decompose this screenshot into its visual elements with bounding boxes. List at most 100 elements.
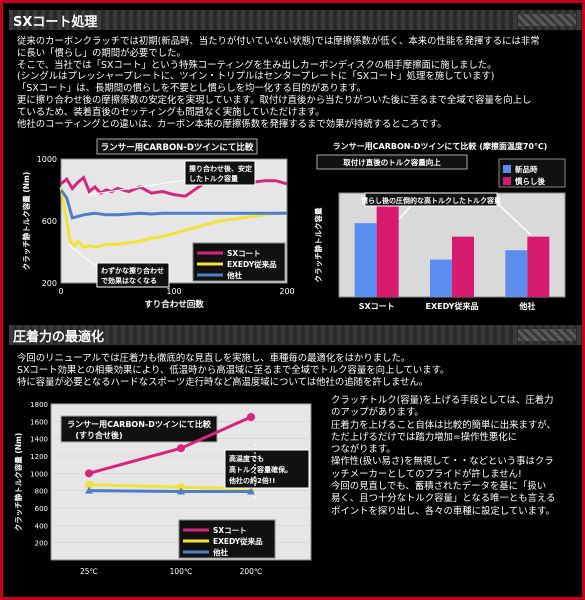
header-decoration: [518, 329, 576, 341]
legend-label: 新品時: [515, 164, 538, 174]
chart-subtitle: 取付け直後のトルク容量向上: [343, 157, 441, 167]
annotation-arrow: [398, 205, 412, 220]
legend-label: EXEDY従来品: [227, 259, 277, 269]
legend-label: 他社: [212, 547, 228, 557]
annotation-text: 慣らし後の圧倒的な高トルクしたトルク容量: [360, 196, 501, 205]
annotation-box: [184, 160, 256, 186]
text-line: 従来のカーボンクラッチでは初期(新品時、当たりが付いていない状態)では摩擦係数が…: [17, 36, 540, 47]
annotation-box: [224, 449, 310, 489]
text-line: ポイントを探り出し、各々の車種に設定しています。: [331, 505, 555, 517]
annotation-text: 高温度でも: [229, 454, 264, 463]
y-tick-label: 400: [35, 522, 48, 530]
x-tick-label: 25℃: [80, 567, 98, 576]
legend-swatch: [503, 177, 511, 185]
text-line: のアップがあります。: [331, 407, 424, 419]
y-tick-label: 1400: [30, 436, 48, 444]
section-header-clamp-force: 圧着力の最適化: [9, 325, 582, 345]
chart-title-box: [96, 138, 258, 155]
text-line: ただ上げるだけでは踏力増加=操作性悪化に: [331, 431, 517, 443]
text-line: 特に容量が必要となるハードなスポーツ走行時など高温度域については他社の追随を許し…: [17, 376, 429, 388]
annotation-box: [96, 262, 170, 288]
legend-label: 他社: [226, 270, 242, 280]
y-tick-label: 200: [42, 279, 57, 288]
legend-label: SXコート: [227, 249, 261, 258]
series-line: [59, 189, 287, 220]
text-line: 圧着力を上げること自体は比較的簡単に出来ますが、: [331, 419, 556, 431]
chart-title: ランサー用CARBON-Dツインにて比較: [101, 142, 254, 153]
text-line: に長い「慣らし」の期間が必要でした。: [17, 47, 186, 59]
y-tick-label: 800: [35, 488, 48, 496]
text-line: 他社のコーティングとの違いは、カーボン本来の摩擦係数を発揮するまで効果が持続する…: [17, 118, 447, 130]
text-line: 操作性(扱い易さ)を無視して・・などという事はクラ: [331, 456, 554, 468]
x-axis-label: すり合わせ回数: [144, 299, 204, 310]
bar-chart-svg: ランサー用CARBON-Dツインにて比較 (摩擦面温度70℃) 取付け直後のトルク…: [313, 141, 566, 311]
bar: [430, 259, 452, 297]
legend-label: SXコート: [213, 526, 247, 535]
annotation-text: 高トルク容量確保。: [229, 465, 292, 474]
y-tick-label: 600: [35, 505, 48, 513]
text-line: クラッチトルク(容量)を上げる手段としては、圧着力: [331, 395, 554, 406]
x-tick-label: SXコート: [359, 302, 395, 311]
annotation-text: 擦り合わせ後、安定: [189, 164, 252, 173]
legend-swatch: [503, 165, 511, 173]
text-line: そこで、当社では「SXコート」という特殊コーティングを生み出しカーボンディスクの…: [17, 59, 497, 71]
y-axis-label: クラッチ静トルク容量 (Nm): [21, 172, 31, 271]
annotation-text: で効果はなくなる: [101, 276, 157, 285]
text-line: 更に擦り合わせ後の摩擦係数の安定化を実現しています。取付け直後から当たりがついた…: [17, 94, 532, 106]
text-line: 「SXコート」は、長期間の慣らしを不要とし慣らしを均一化する目的があります。: [17, 83, 366, 95]
x-tick-label: 100: [166, 287, 181, 296]
series-line: [59, 186, 287, 250]
data-point: [247, 413, 255, 421]
y-tick-label: 200: [35, 540, 48, 548]
chart-torque-vs-temp: 200 400 600 800 1000 1200 1400 1600 1800 クラッチ静トルク…: [11, 400, 316, 590]
y-tick-label: 600: [42, 217, 57, 226]
chart-subtitle: (すり合せ後): [75, 430, 122, 440]
temp-chart-svg: 200 400 600 800 1000 1200 1400 1600 1800 クラッチ静トルク…: [13, 401, 312, 576]
x-tick-label: 200℃: [240, 567, 263, 576]
section-title: 圧着力の最適化: [13, 330, 105, 345]
clamp-force-side-text: クラッチトルク(容量)を上げる手段としては、圧着力 のアップがあります。 圧着力を上…: [331, 395, 556, 518]
y-axis-label: クラッチ静トルク容量 (Nm): [13, 433, 23, 532]
annotation-text: 他社の約2倍!!: [228, 476, 275, 485]
data-point: [85, 481, 93, 489]
line-chart-svg: ランサー用CARBON-Dツインにて比較 200 600 1000 0 100 200 すり合…: [21, 138, 295, 310]
text-line: SXコート効果との相乗効果により、低温時から高温域に至るまで全域でトルク容量を向…: [17, 364, 450, 376]
annotation-arrow: [496, 202, 532, 236]
series-line: [88, 489, 251, 494]
x-tick-label: 200: [279, 287, 294, 296]
annotation-box: [364, 192, 498, 207]
annotation-text: わずかな擦り合わせ: [101, 266, 164, 275]
data-point: [85, 469, 93, 478]
chart-title: ランサー用CARBON-Dツインにて比較: [67, 419, 212, 429]
x-tick-label: 100℃: [170, 567, 193, 576]
y-axis-label: クラッチ静トルク容量: [313, 207, 323, 282]
data-point: [177, 487, 185, 495]
annotation-text: したトルク容量: [189, 174, 238, 183]
y-tick-label: 1000: [37, 155, 57, 164]
y-tick-label: 1000: [30, 470, 48, 478]
subtitle-box: [316, 154, 468, 170]
text-line: ッチメーカーとしてのプライドが許しません!: [331, 468, 522, 480]
y-tick-label: 1800: [30, 401, 48, 409]
y-tick-label: 1200: [30, 453, 48, 461]
chart-title: ランサー用CARBON-Dツインにて比較 (摩擦面温度70℃): [333, 141, 548, 151]
bar: [354, 223, 377, 297]
annotation-arrow: [86, 179, 186, 196]
chart-torque-bar: ランサー用CARBON-Dツインにて比較 (摩擦面温度70℃) 取付け直後のトルク…: [303, 135, 578, 313]
data-point: [85, 486, 93, 494]
data-point: [177, 444, 185, 453]
section-title: SXコート処理: [13, 15, 98, 30]
bar: [505, 250, 528, 297]
bar: [376, 203, 399, 297]
text-line: ているため、装着直後のセッティングも問題なく実施していただけます。: [17, 106, 325, 118]
text-line: つながります。: [331, 444, 396, 456]
x-tick-label: 0: [58, 287, 63, 296]
legend-label: EXEDY従来品: [213, 536, 263, 546]
x-tick-label: 他社: [518, 301, 535, 311]
section-header-sx-coat: SXコート処理: [9, 10, 582, 30]
bar: [452, 236, 474, 297]
text-line: 今回のリニューアルでは圧着力も徹底的な見直しを実施し、車種毎の最適化をはかりまし…: [17, 353, 411, 364]
y-tick-label: 1600: [30, 418, 48, 426]
data-point: [177, 483, 185, 491]
